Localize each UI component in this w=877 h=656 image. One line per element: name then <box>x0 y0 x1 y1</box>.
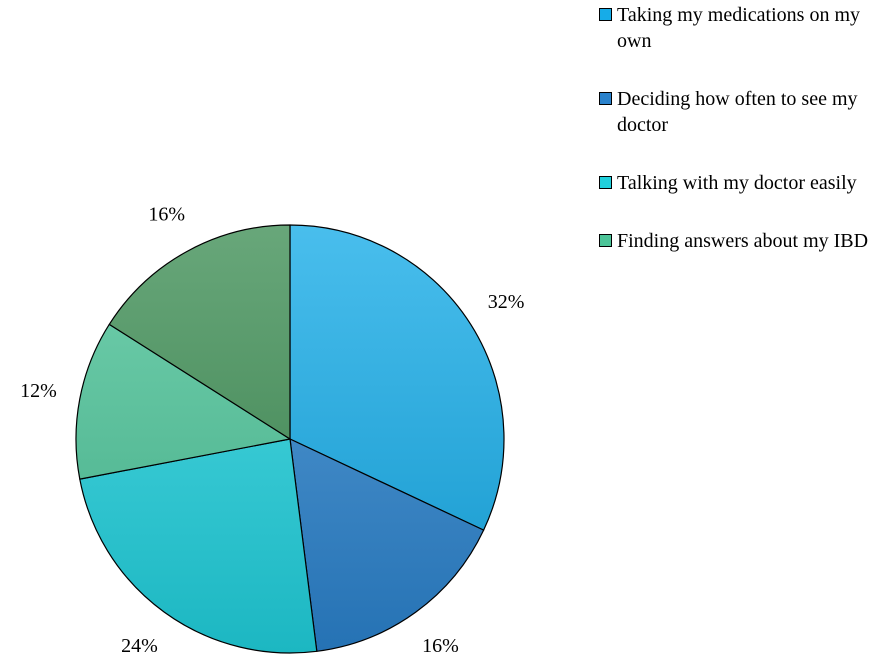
data-label-4: 12% <box>20 380 57 402</box>
pie-slice-4 <box>75 323 291 480</box>
legend-label: Finding answers about my IBD <box>617 230 869 252</box>
legend-label: Talking with my doctor easily <box>617 172 857 194</box>
legend-item: Deciding how often to see my doctor <box>597 86 875 138</box>
legend-label: Taking my medications on my own <box>617 4 861 52</box>
data-label-5: 16% <box>148 204 185 226</box>
data-label-3: 24% <box>121 635 158 656</box>
legend-swatch <box>599 92 612 105</box>
legend-swatch <box>599 8 612 21</box>
legend-swatch <box>599 234 612 247</box>
legend-item: Finding answers about my IBD <box>597 228 875 254</box>
legend: Taking my medications on my own Deciding … <box>597 2 875 286</box>
legend-item: Talking with my doctor easily <box>597 170 875 196</box>
legend-swatch <box>599 176 612 189</box>
pie-slice-2 <box>289 438 485 652</box>
pie-slice-5 <box>108 224 291 440</box>
pie-slices <box>75 224 505 654</box>
data-label-2: 16% <box>422 635 459 656</box>
pie-data-labels: 32% 16% 24% 12% 16% <box>20 204 524 656</box>
legend-label: Deciding how often to see my doctor <box>617 88 858 136</box>
data-label-1: 32% <box>488 291 525 313</box>
legend-item: Taking my medications on my own <box>597 2 875 54</box>
pie-slice-3 <box>79 438 318 654</box>
pie-slice-1 <box>289 224 505 531</box>
